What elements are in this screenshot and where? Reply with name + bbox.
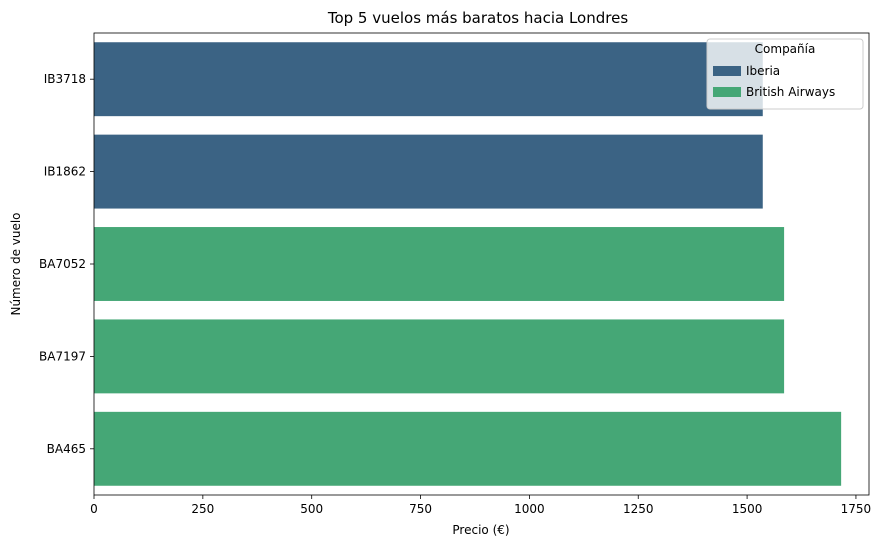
bar-ba7052 — [94, 227, 785, 301]
bar-ba7197 — [94, 319, 785, 394]
legend-entry-label: Iberia — [746, 64, 780, 78]
y-tick-label-ba7052: BA7052 — [39, 257, 86, 271]
bar-ib3718 — [94, 42, 763, 117]
y-tick-label-ba7197: BA7197 — [39, 349, 86, 363]
x-tick-label: 250 — [191, 502, 214, 516]
bars-layer — [94, 42, 842, 486]
y-tick-label-ib3718: IB3718 — [44, 72, 86, 86]
x-tick-label: 1750 — [841, 502, 872, 516]
bar-ba465 — [94, 411, 842, 486]
legend: Compañía Iberia British Airways — [706, 38, 864, 110]
y-tick-label-ba465: BA465 — [47, 442, 86, 456]
legend-box — [706, 38, 864, 110]
y-tick-label-ib1862: IB1862 — [44, 165, 86, 179]
x-tick-label: 500 — [300, 502, 323, 516]
x-tick-label: 1000 — [514, 502, 545, 516]
legend-swatch — [713, 87, 741, 97]
legend-swatch — [713, 66, 741, 76]
bar-ib1862 — [94, 134, 763, 209]
x-axis-label: Precio (€) — [452, 523, 509, 537]
legend-entry-label: British Airways — [746, 85, 835, 99]
x-tick-label: 1500 — [732, 502, 763, 516]
chart-title: Top 5 vuelos más baratos hacia Londres — [327, 9, 628, 27]
x-tick-label: 750 — [409, 502, 432, 516]
ticks-layer: 0 250 500 750 1000 1250 1500 1750 IB3718 IB1862 BA… — [39, 72, 871, 516]
legend-title: Compañía — [755, 42, 816, 56]
y-axis-label: Número de vuelo — [9, 212, 23, 315]
x-tick-label: 1250 — [623, 502, 654, 516]
x-tick-label: 0 — [90, 502, 98, 516]
